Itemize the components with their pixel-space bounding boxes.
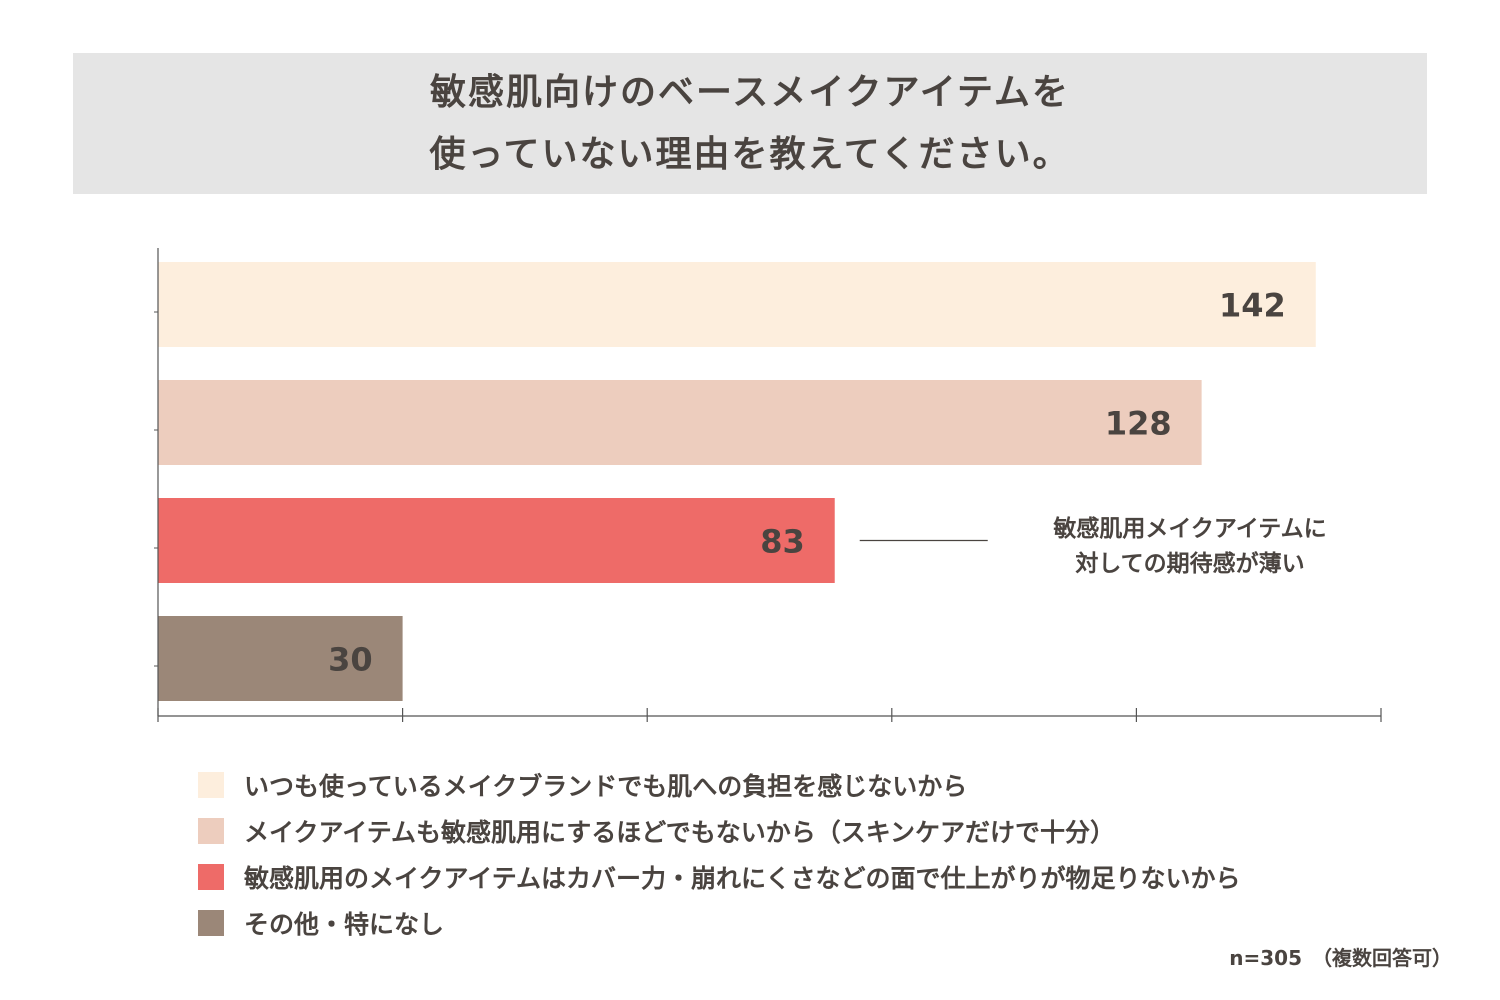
legend: いつも使っているメイクブランドでも肌への負担を感じないから メイクアイテムも敏感… bbox=[198, 762, 1241, 946]
chart-title-line-1: 敏感肌向けのベースメイクアイテムを bbox=[430, 71, 1070, 113]
sample-note: n=305 （複数回答可） bbox=[1229, 946, 1452, 970]
annotation-line-1: 敏感肌用メイクアイテムに bbox=[1053, 516, 1327, 542]
legend-label: メイクアイテムも敏感肌用にするほどでもないから（スキンケアだけで十分） bbox=[244, 818, 1116, 847]
bar bbox=[158, 262, 1316, 347]
bar-value-label: 128 bbox=[1105, 405, 1172, 443]
legend-label: 敏感肌用のメイクアイテムはカバー力・崩れにくさなどの面で仕上がりが物足りないから bbox=[244, 864, 1241, 893]
legend-item: メイクアイテムも敏感肌用にするほどでもないから（スキンケアだけで十分） bbox=[198, 808, 1241, 854]
bar bbox=[158, 380, 1202, 465]
title-banner: 敏感肌向けのベースメイクアイテムを 使っていない理由を教えてください。 bbox=[73, 53, 1427, 194]
legend-item: 敏感肌用のメイクアイテムはカバー力・崩れにくさなどの面で仕上がりが物足りないから bbox=[198, 854, 1241, 900]
legend-swatch bbox=[198, 910, 224, 936]
bar-value-label: 83 bbox=[760, 523, 805, 561]
legend-swatch bbox=[198, 772, 224, 798]
legend-item: その他・特になし bbox=[198, 900, 1241, 946]
bar-chart: 142 128 83 30 bbox=[154, 248, 1382, 722]
bar-value-label: 142 bbox=[1219, 287, 1286, 325]
chart-title-line-2: 使っていない理由を教えてください。 bbox=[429, 133, 1071, 175]
legend-item: いつも使っているメイクブランドでも肌への負担を感じないから bbox=[198, 762, 1241, 808]
legend-swatch bbox=[198, 864, 224, 890]
annotation: 敏感肌用メイクアイテムに 対しての期待感が薄い bbox=[1010, 512, 1370, 582]
bar bbox=[158, 498, 835, 583]
legend-label: その他・特になし bbox=[244, 910, 445, 939]
bar bbox=[158, 616, 403, 701]
bar-value-label: 30 bbox=[328, 641, 373, 679]
bars-group: 142 128 83 30 bbox=[158, 262, 1316, 701]
axes-group bbox=[154, 248, 1382, 722]
legend-label: いつも使っているメイクブランドでも肌への負担を感じないから bbox=[244, 772, 968, 801]
annotation-line-2: 対しての期待感が薄い bbox=[1075, 551, 1305, 577]
legend-swatch bbox=[198, 818, 224, 844]
